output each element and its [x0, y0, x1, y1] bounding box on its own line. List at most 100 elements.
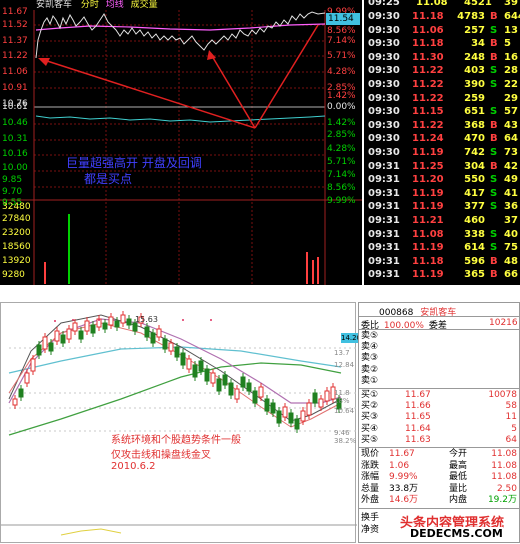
candle: [78, 330, 84, 340]
tick-extra: 40: [504, 228, 518, 240]
tick-time: 09:31: [368, 187, 400, 199]
tick-time: 09:31: [368, 228, 400, 240]
tick-row: 09:31 11.18 596 B 48: [364, 255, 518, 269]
candle: [294, 418, 300, 430]
tick-flag: S: [490, 242, 498, 254]
candle: [222, 374, 228, 386]
stat-label: 内盘: [449, 495, 468, 506]
tick-price: 11.22: [412, 65, 444, 77]
tick-price: 11.18: [412, 11, 444, 22]
volume-tick: 32480: [2, 202, 31, 212]
stat-label: 现价: [361, 449, 380, 459]
volume-tick: 23200: [2, 228, 31, 238]
tick-price: 11.19: [412, 242, 444, 254]
kline-annotation-2: 仅攻击线和操盘线金叉: [111, 450, 211, 461]
candle: [240, 376, 246, 388]
stat-value: 11.08: [491, 460, 517, 471]
tick-flag: S: [490, 174, 498, 186]
tab-junxian[interactable]: 均线: [105, 0, 124, 10]
pct-tick: 0.00%: [327, 102, 356, 112]
tick-price: 11.19: [412, 269, 444, 281]
tick-row: 09:30 11.18 34 B 5: [364, 37, 517, 51]
tick-time: 09:31: [368, 269, 400, 281]
annotation-text-2: 都是买点: [84, 172, 133, 186]
stat-value: 9.99%: [389, 472, 418, 483]
stock-name: 安凯客车: [420, 308, 457, 318]
tick-extra: 73: [504, 147, 518, 158]
stat-label: 最低: [449, 472, 468, 483]
tab-fenshi[interactable]: 分时: [80, 0, 99, 10]
pct-tick: 9.99%: [327, 7, 356, 17]
candle: [198, 360, 204, 372]
pct-tick: 5.71%: [327, 51, 356, 61]
tick-flag: S: [490, 24, 498, 36]
candle: [330, 386, 336, 400]
price-tick: 11.22: [2, 51, 28, 61]
candle: [168, 342, 174, 352]
kline-pct-label: 18%: [334, 397, 350, 405]
tick-time: 09:30: [368, 11, 400, 22]
tick-row: 09:31 11.08 338 S 40: [364, 228, 518, 242]
pct-tick: 8.56%: [327, 183, 356, 193]
kline-left-label: 12.84: [334, 361, 355, 369]
pct-tick: 2.85%: [327, 130, 356, 140]
candle: [114, 320, 120, 328]
watermark-url: DEDECMS.COM: [410, 527, 503, 540]
candle: [102, 322, 108, 330]
price-tick: 10.91: [2, 83, 28, 93]
tick-volume: 304: [464, 160, 485, 172]
kline-annotation-date: 2010.6.2: [111, 461, 156, 472]
kline-left-label: 9.46: [334, 429, 350, 437]
tick-flag: S: [490, 201, 498, 213]
price-tick: 10.61: [2, 102, 28, 112]
candle: [216, 378, 222, 392]
tick-header-row: 09:25 11.08 4521 39: [368, 0, 518, 8]
tick-volume: 550: [464, 174, 485, 186]
tick-extra: 36: [504, 201, 518, 213]
candle: [300, 410, 306, 422]
tick-price: 11.21: [412, 215, 444, 226]
tick-extra: 22: [504, 79, 518, 90]
tick-extra: 66: [504, 269, 518, 281]
buy-label: 买③: [361, 412, 379, 423]
candle: [174, 346, 180, 358]
tick-row: 09:30 11.22 259 29: [364, 92, 518, 106]
tick-price: 11.25: [412, 160, 444, 172]
sell-label: 卖③: [361, 353, 379, 364]
tick-extra: 57: [504, 106, 518, 118]
candle: [126, 318, 132, 326]
kline-svg: [1, 311, 357, 536]
tick-row: 09:30 11.24 470 B 64: [364, 132, 518, 146]
tick-extra: 644: [504, 11, 520, 22]
buy-volume: 10078: [488, 390, 517, 400]
candle: [156, 328, 162, 338]
price-tick: 10.16: [2, 149, 28, 159]
price-tick: 11.06: [2, 67, 28, 77]
buy-label: 买②: [361, 401, 379, 412]
tick-volume: 460: [464, 215, 485, 226]
tab-volume[interactable]: 成交量: [130, 0, 158, 10]
tick-volume: 742: [464, 147, 485, 158]
tick-time: 09:30: [368, 65, 400, 77]
candle: [54, 330, 60, 342]
candle: [270, 402, 276, 414]
tick-time: 09:30: [368, 119, 400, 131]
tick-row: 09:31 11.19 365 B 66: [364, 268, 518, 282]
tick-time: 09:31: [368, 215, 400, 226]
candle: [12, 398, 18, 406]
candle: [132, 322, 138, 332]
price-tick: 10.46: [2, 118, 28, 128]
tick-flag: B: [490, 133, 498, 145]
candle: [234, 388, 240, 400]
kline-chart-panel: 15.63 14.20 13.7 12.84 11.8 10.64 9.46 1…: [0, 302, 361, 543]
tick-extra: 37: [504, 215, 518, 226]
candle: [90, 324, 96, 334]
buy-label: 买④: [361, 423, 379, 434]
stat-label: 量比: [449, 483, 468, 494]
candle: [258, 386, 264, 398]
stat-value: 2.50: [496, 483, 517, 494]
pct-tick: 7.14%: [327, 36, 356, 46]
candle: [108, 316, 114, 326]
candle: [282, 406, 288, 418]
tick-row: 09:30 11.22 403 S 28: [364, 64, 518, 78]
